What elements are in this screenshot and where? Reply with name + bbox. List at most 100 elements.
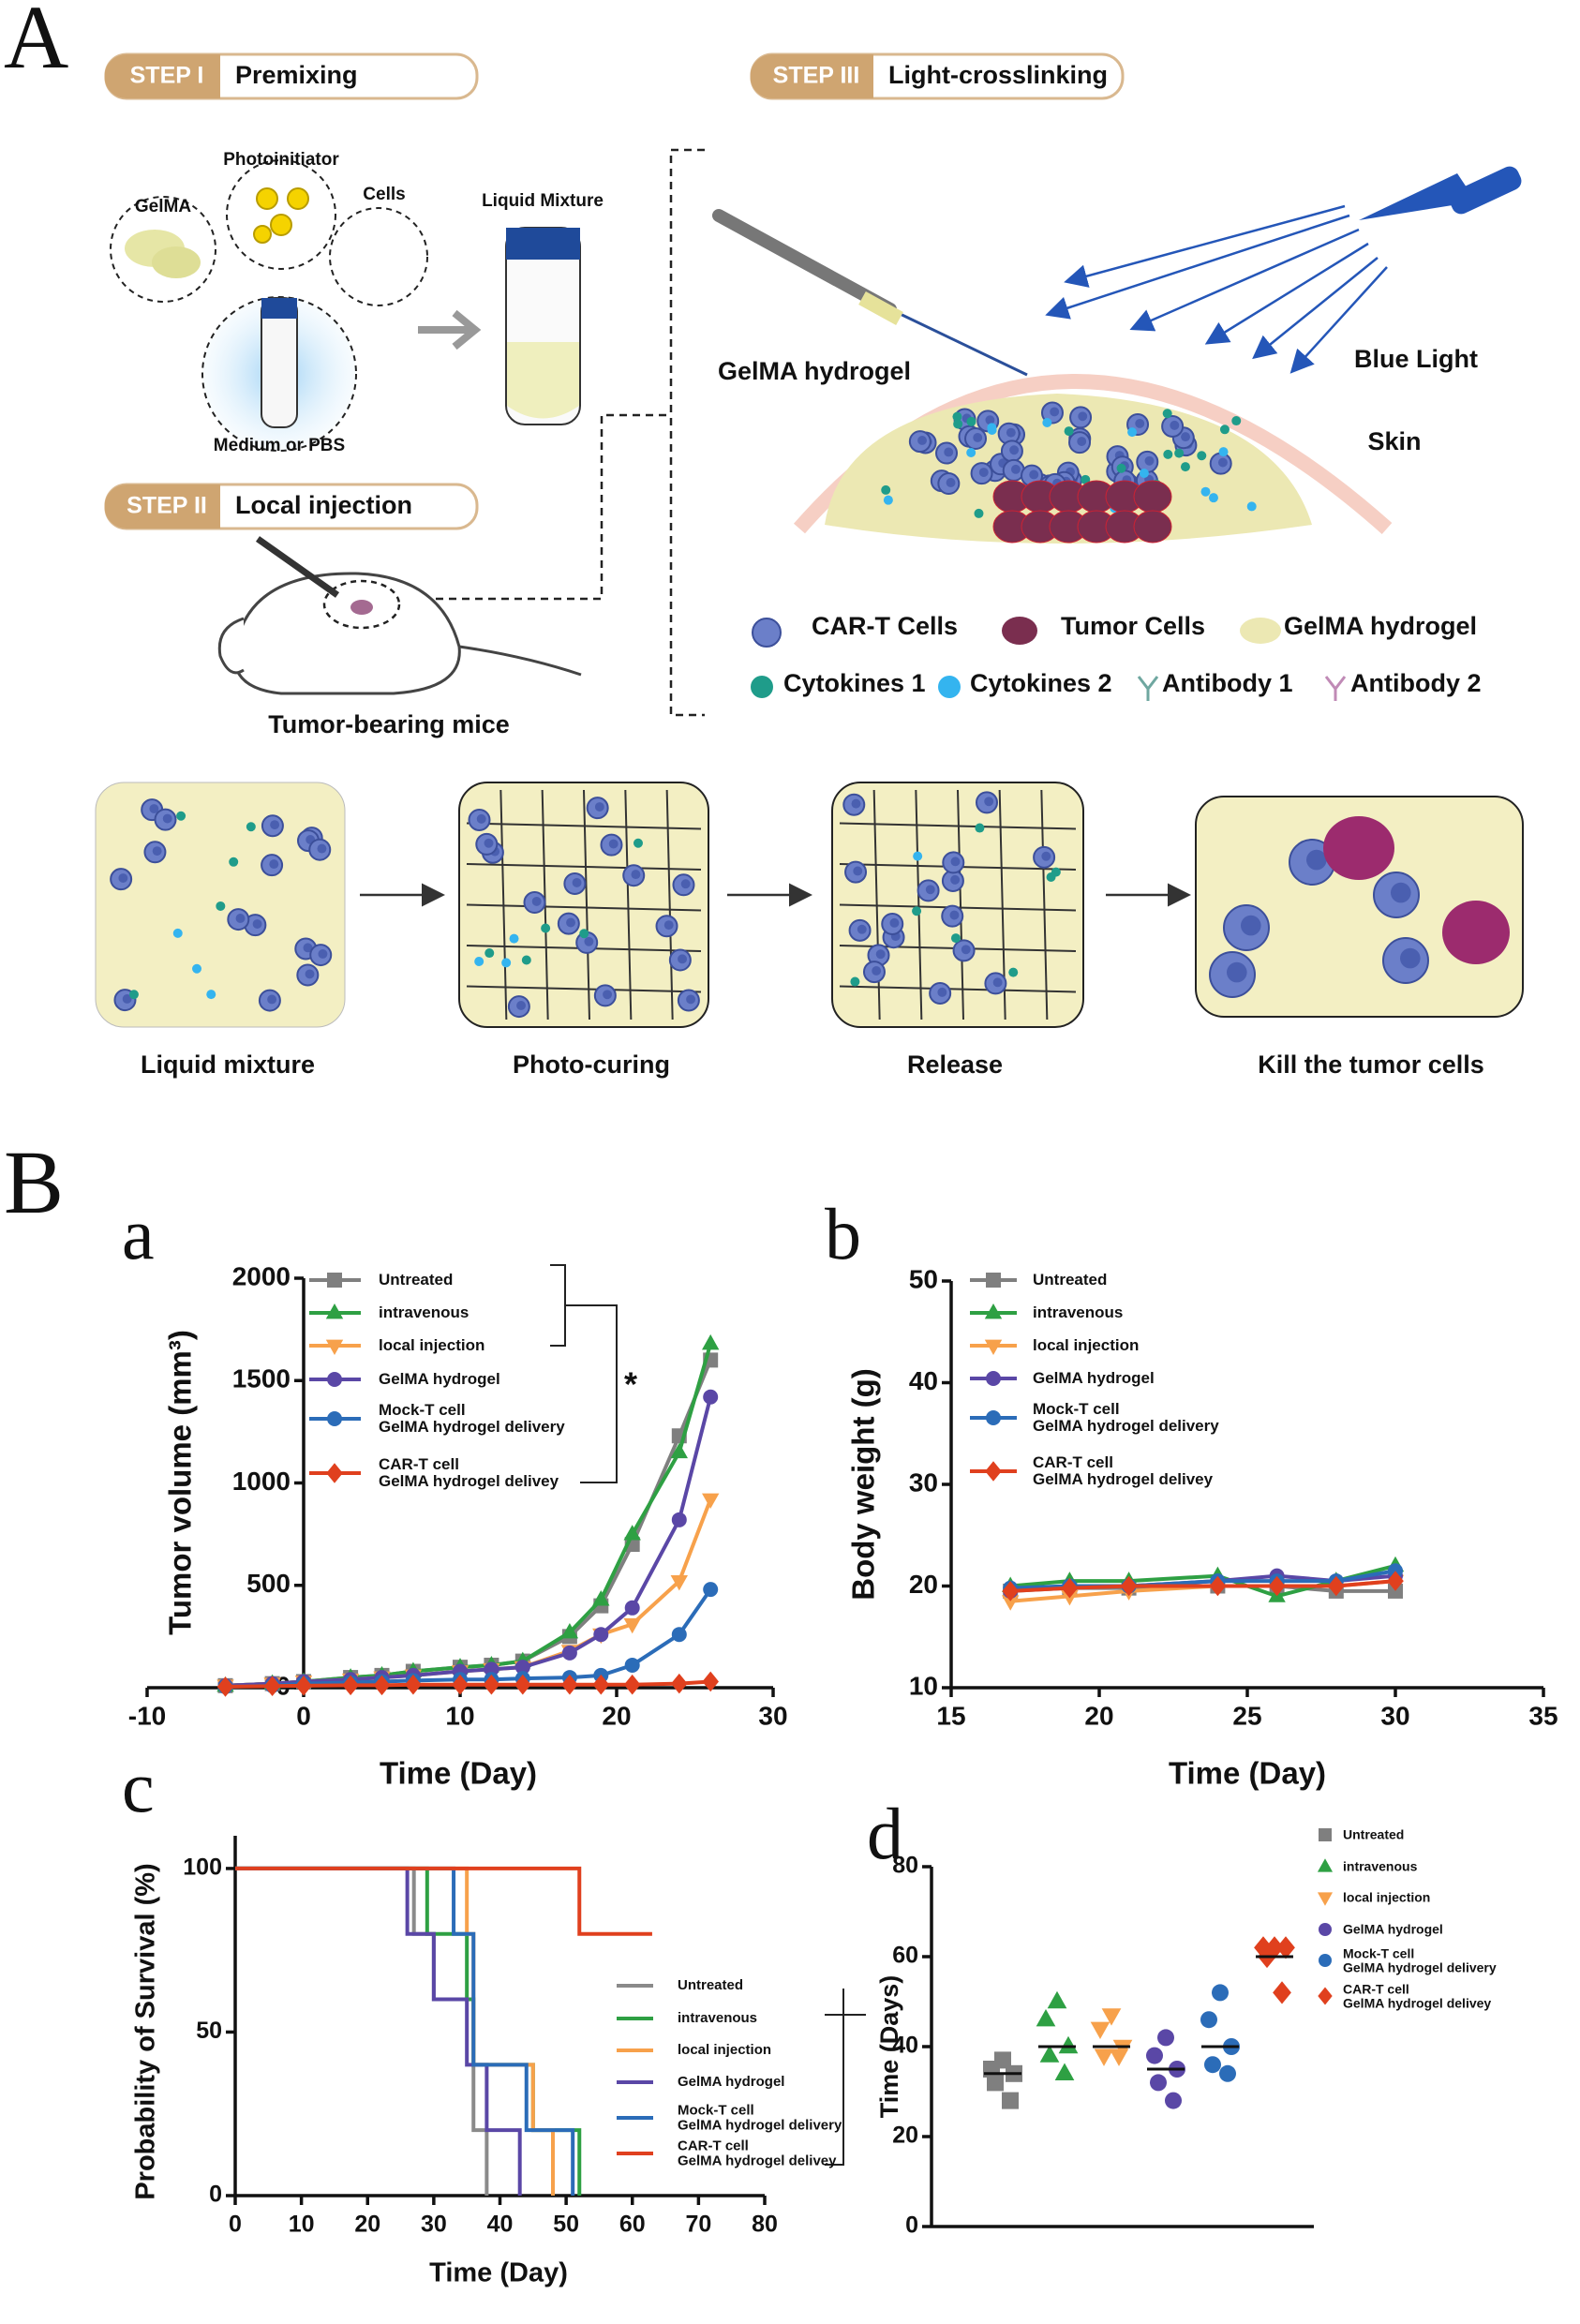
nucleus — [1144, 455, 1155, 466]
marker — [671, 1673, 688, 1694]
nucleus — [875, 949, 886, 960]
legend-label: intravenous — [1343, 1858, 1418, 1874]
nucleus — [853, 866, 863, 876]
nucleus — [937, 987, 947, 997]
marker — [1036, 2008, 1056, 2027]
panel-label: c — [122, 1746, 155, 1827]
tumor-cell — [1133, 480, 1172, 514]
stage-label: Kill the tumor cells — [1258, 1050, 1484, 1079]
panel-label: B — [4, 1132, 64, 1232]
marker — [670, 1574, 688, 1591]
nucleus — [318, 949, 328, 959]
nucleus — [118, 873, 128, 883]
x-axis-label: Time (Day) — [1169, 1756, 1326, 1791]
cytokine — [1042, 418, 1052, 428]
x-tick-label: 25 — [1232, 1701, 1261, 1730]
legend-marker — [1319, 1954, 1332, 1967]
legend-marker — [327, 1372, 342, 1387]
nucleus — [162, 813, 172, 824]
cytokine — [229, 857, 239, 867]
tumor — [350, 600, 373, 615]
stage-cells — [110, 789, 1510, 1020]
marker — [593, 1627, 609, 1643]
marker — [514, 1660, 530, 1676]
nucleus — [531, 896, 542, 906]
marker — [1047, 1990, 1067, 2009]
legend-label: Mock-T cell GelMA hydrogel delivery — [379, 1401, 565, 1436]
y-tick-label: 2000 — [232, 1261, 291, 1290]
nucleus — [872, 966, 882, 976]
marker — [1328, 1575, 1345, 1597]
nucleus — [985, 415, 995, 425]
nucleus — [851, 798, 861, 809]
marker — [1200, 2011, 1217, 2029]
nucleus — [566, 917, 575, 928]
arrow — [418, 309, 482, 350]
cytokine — [974, 508, 984, 518]
step-title: Light-crosslinking — [888, 61, 1108, 89]
marker — [1039, 2045, 1060, 2063]
marker — [561, 1645, 577, 1661]
cytokine — [579, 929, 589, 939]
y-tick-label: 1000 — [232, 1467, 291, 1496]
nucleus — [889, 917, 900, 928]
cytokine — [1127, 427, 1138, 438]
nucleus — [984, 797, 994, 807]
photoinitiator-dots — [253, 187, 309, 244]
nucleus — [317, 843, 327, 854]
legend-label: Mock-T cell GelMA hydrogel delivery — [678, 2102, 842, 2133]
nucleus — [603, 990, 612, 1000]
legend-label: CAR-T cell GelMA hydrogel delivey — [379, 1455, 559, 1490]
marker — [1094, 2048, 1114, 2066]
legend-label: local injection — [379, 1336, 485, 1355]
blue-light — [1045, 204, 1388, 374]
nucleus — [678, 954, 688, 964]
marker — [560, 1623, 579, 1639]
nucleus — [1306, 849, 1327, 871]
nucleus — [1227, 961, 1247, 983]
cytokine — [881, 484, 891, 495]
legend-label: CAR-T Cells — [812, 612, 958, 640]
tumor-cell — [1442, 901, 1510, 964]
x-tick-label: 20 — [354, 2212, 380, 2238]
marker — [483, 1674, 500, 1695]
nucleus — [476, 813, 486, 824]
series-line — [235, 1866, 555, 2196]
cytokine — [1197, 451, 1207, 461]
series-line — [235, 1866, 652, 1936]
nucleus — [946, 478, 956, 487]
marker — [1265, 1936, 1284, 1959]
cytokine — [953, 419, 963, 429]
diagram-label: GelMA hydrogel — [718, 357, 911, 385]
tumor-cell — [1133, 510, 1172, 544]
legend-label: intravenous — [1033, 1304, 1124, 1322]
y-tick-label: 30 — [909, 1467, 938, 1497]
legend-marker — [986, 1273, 1001, 1288]
step-tag-bg — [106, 486, 143, 527]
bracket — [550, 1264, 566, 1347]
x-tick-label: -10 — [128, 1701, 166, 1730]
tumor-cell — [1323, 816, 1394, 880]
marker — [1268, 1575, 1286, 1597]
marker — [623, 1674, 641, 1695]
diagram-label: Skin — [1367, 427, 1421, 455]
mesh — [1040, 789, 1049, 1020]
legend-label: GelMA hydrogel — [1343, 1921, 1443, 1937]
tumor-circle — [322, 579, 401, 630]
nucleus — [944, 447, 954, 457]
cytokine — [192, 963, 202, 974]
marker — [1204, 2056, 1221, 2074]
panel-label: a — [122, 1193, 155, 1274]
nucleus — [516, 1001, 527, 1010]
marker — [624, 1657, 640, 1673]
nucleus — [122, 994, 132, 1004]
nucleus — [663, 920, 674, 931]
mesh — [466, 903, 702, 912]
nucleus — [152, 846, 162, 857]
syringe — [255, 536, 340, 598]
nucleus — [269, 859, 279, 870]
marker — [1120, 1575, 1138, 1597]
nucleus — [1170, 420, 1180, 430]
